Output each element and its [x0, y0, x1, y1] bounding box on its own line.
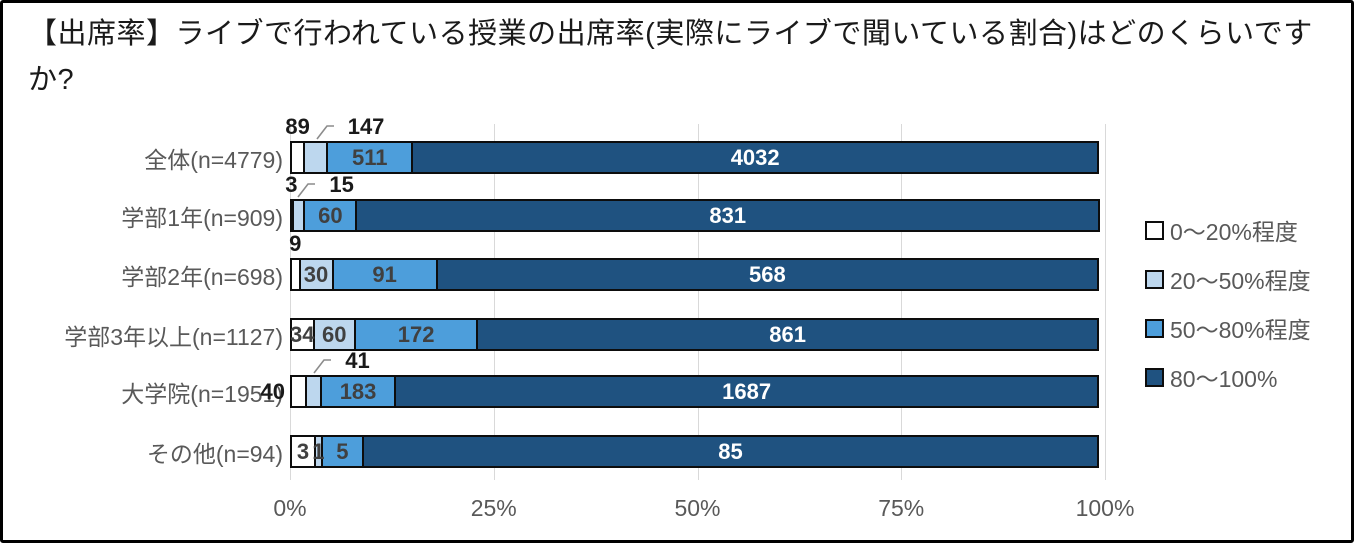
value-label: 4032	[730, 144, 780, 170]
x-gridline	[493, 124, 495, 480]
bar-segment-4: 568	[435, 258, 1099, 291]
bar-segment-3: 172	[353, 318, 479, 351]
bar-row: 183 1687	[290, 375, 1105, 408]
callout-leader-line	[316, 125, 334, 140]
value-label: 183	[339, 378, 377, 404]
bar-segment-3: 183	[319, 375, 397, 408]
bar-segment-4: 831	[355, 199, 1101, 232]
legend-swatch-icon	[1145, 318, 1164, 338]
value-label: 40	[260, 379, 285, 404]
value-label: 91	[372, 261, 397, 287]
x-tick-label: 0%	[273, 495, 307, 521]
category-label: その他(n=94)	[146, 440, 283, 467]
value-label: 172	[397, 321, 435, 347]
bar-segment-2: 30	[298, 258, 334, 291]
legend-label: 80〜100%	[1170, 366, 1278, 392]
callout-leader-line	[313, 359, 332, 374]
category-label: 学部1年(n=909)	[121, 204, 283, 231]
bar-row: 511 4032	[290, 141, 1105, 174]
value-label: 3	[296, 438, 310, 464]
bar-segment-4: 1687	[394, 375, 1099, 408]
bar-row: 30 91 568	[290, 258, 1105, 291]
legend-item: 80〜100%	[1145, 360, 1277, 394]
x-gridline	[697, 124, 699, 480]
x-gridline	[1105, 124, 1106, 480]
legend-label: 50〜80%程度	[1170, 317, 1311, 343]
value-label: 861	[769, 321, 806, 347]
bar-row: 34 60 172 861	[290, 318, 1105, 351]
category-label: 学部3年以上(n=1127)	[64, 323, 283, 350]
value-label: 9	[289, 231, 302, 256]
legend-item: 50〜80%程度	[1145, 311, 1311, 345]
value-label: 3	[285, 172, 298, 197]
x-tick-label: 50%	[674, 495, 721, 521]
category-label: 大学院(n=1951)	[121, 380, 283, 407]
legend-swatch-icon	[1145, 269, 1164, 289]
legend-swatch-icon	[1145, 220, 1164, 240]
value-label: 1	[312, 438, 325, 464]
bar-row: 3 1 5 85	[290, 435, 1105, 468]
bar-segment-3: 5	[320, 435, 364, 468]
bar-segment-4: 861	[476, 318, 1099, 351]
x-tick-label: 100%	[1075, 495, 1135, 521]
value-label: 147	[347, 114, 385, 139]
legend-item: 0〜20%程度	[1145, 213, 1298, 247]
x-gridline	[290, 124, 291, 480]
bar-segment-1: 34	[290, 318, 315, 351]
value-label: 34	[290, 321, 315, 347]
legend-swatch-icon	[1145, 367, 1164, 387]
value-label: 41	[345, 348, 370, 373]
legend-label: 0〜20%程度	[1170, 219, 1298, 245]
bar-segment-2: 1	[312, 435, 325, 468]
value-label: 831	[709, 202, 747, 228]
bar-segment-1: 3	[290, 435, 316, 468]
bar-row: 60 831	[290, 199, 1105, 232]
callout-leader-line	[297, 183, 316, 198]
value-label: 89	[285, 114, 310, 139]
value-label: 15	[329, 172, 354, 197]
bar-segment-3: 511	[326, 141, 414, 174]
category-label: 全体(n=4779)	[144, 146, 283, 173]
value-label: 511	[352, 144, 388, 170]
bar-segment-2	[303, 141, 329, 174]
value-label: 1687	[722, 378, 772, 404]
legend-label: 20〜50%程度	[1170, 268, 1311, 294]
value-label: 568	[749, 261, 786, 287]
legend-item: 20〜50%程度	[1145, 262, 1311, 296]
value-label: 85	[718, 438, 743, 464]
x-tick-label: 75%	[878, 495, 925, 521]
bar-segment-4: 4032	[411, 141, 1099, 174]
category-label: 学部2年(n=698)	[121, 263, 283, 290]
value-label: 60	[318, 202, 343, 228]
bar-segment-2: 60	[312, 318, 356, 351]
value-label: 60	[322, 321, 347, 347]
value-label: 30	[303, 261, 329, 287]
x-tick-label: 25%	[470, 495, 517, 521]
bar-segment-3: 60	[303, 199, 358, 232]
bar-segment-3: 91	[331, 258, 438, 291]
x-gridline	[901, 124, 903, 480]
chart-title: 【出席率】ライブで行われている授業の出席率(実際にライブで聞いている割合)はどの…	[28, 18, 1313, 96]
value-label: 5	[336, 438, 349, 464]
bar-segment-4: 85	[362, 435, 1099, 468]
